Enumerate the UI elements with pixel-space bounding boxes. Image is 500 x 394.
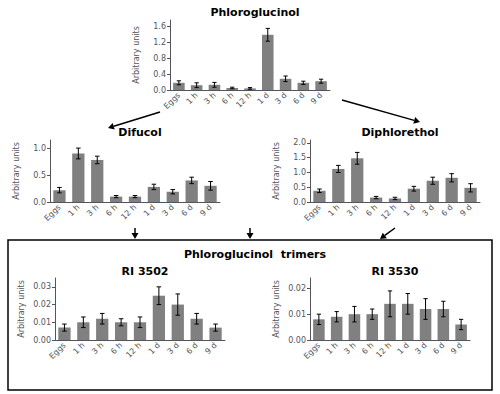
- svg-text:12 h: 12 h: [234, 91, 253, 110]
- svg-text:9 d: 9 d: [309, 91, 324, 106]
- svg-text:12 h: 12 h: [119, 203, 138, 222]
- svg-text:1 d: 1 d: [142, 203, 157, 218]
- svg-text:Phloroglucinol: Phloroglucinol: [210, 6, 299, 19]
- svg-text:Arbitrary units: Arbitrary units: [272, 142, 281, 200]
- svg-text:0.00: 0.00: [288, 336, 306, 345]
- svg-text:6 d: 6 d: [180, 203, 195, 218]
- svg-text:3 d: 3 d: [161, 203, 176, 218]
- svg-text:12 h: 12 h: [374, 341, 393, 360]
- svg-text:6 h: 6 h: [104, 203, 119, 218]
- svg-text:1 h: 1 h: [185, 91, 200, 106]
- svg-text:3 d: 3 d: [421, 203, 436, 218]
- svg-text:0.8: 0.8: [153, 54, 166, 63]
- svg-text:0.03: 0.03: [33, 282, 51, 291]
- svg-text:6 h: 6 h: [109, 341, 124, 356]
- svg-text:6 d: 6 d: [440, 203, 455, 218]
- svg-text:Arbitrary units: Arbitrary units: [17, 280, 26, 338]
- svg-text:Diphlorethol: Diphlorethol: [361, 126, 438, 139]
- svg-text:1 d: 1 d: [402, 203, 417, 218]
- svg-text:1 d: 1 d: [147, 341, 162, 356]
- svg-text:9 d: 9 d: [203, 341, 218, 356]
- svg-text:Difucol: Difucol: [118, 126, 161, 139]
- svg-text:6 h: 6 h: [220, 91, 235, 106]
- svg-text:Eggs: Eggs: [303, 203, 323, 223]
- svg-text:1 h: 1 h: [325, 341, 340, 356]
- svg-text:0.02: 0.02: [288, 284, 306, 293]
- svg-text:0.01: 0.01: [288, 310, 306, 319]
- svg-text:1.2: 1.2: [153, 38, 166, 47]
- svg-text:Arbitrary units: Arbitrary units: [272, 280, 281, 338]
- svg-text:RI 3502: RI 3502: [121, 265, 168, 278]
- svg-text:6 h: 6 h: [360, 341, 375, 356]
- svg-text:0.00: 0.00: [33, 336, 51, 345]
- svg-text:Eggs: Eggs: [43, 203, 63, 223]
- svg-text:0.5: 0.5: [33, 171, 46, 180]
- svg-text:1 d: 1 d: [256, 91, 271, 106]
- svg-text:3 d: 3 d: [413, 341, 428, 356]
- svg-text:12 h: 12 h: [379, 203, 398, 222]
- svg-text:6 h: 6 h: [364, 203, 379, 218]
- svg-text:6 d: 6 d: [291, 91, 306, 106]
- svg-text:Arbitrary units: Arbitrary units: [12, 142, 21, 200]
- svg-text:Arbitrary units: Arbitrary units: [132, 26, 141, 84]
- svg-text:1.0: 1.0: [33, 144, 46, 153]
- svg-text:3 h: 3 h: [345, 203, 360, 218]
- svg-text:1.6: 1.6: [153, 22, 166, 31]
- svg-text:12 h: 12 h: [124, 341, 143, 360]
- svg-text:1 h: 1 h: [71, 341, 86, 356]
- svg-text:0.4: 0.4: [153, 70, 166, 79]
- svg-text:0.0: 0.0: [293, 198, 306, 207]
- svg-text:0.01: 0.01: [33, 318, 51, 327]
- svg-text:6 d: 6 d: [431, 341, 446, 356]
- svg-text:0.5: 0.5: [293, 183, 306, 192]
- svg-text:0.0: 0.0: [33, 198, 46, 207]
- svg-text:0.0: 0.0: [153, 86, 166, 95]
- svg-text:1 h: 1 h: [66, 203, 81, 218]
- svg-text:1.5: 1.5: [293, 153, 306, 162]
- svg-text:1 h: 1 h: [326, 203, 341, 218]
- svg-text:3 h: 3 h: [90, 341, 105, 356]
- svg-text:9 d: 9 d: [198, 203, 213, 218]
- svg-text:2.0: 2.0: [293, 138, 306, 147]
- svg-text:0.02: 0.02: [33, 300, 51, 309]
- svg-text:Phloroglucinol trimers: Phloroglucinol trimers: [184, 248, 327, 261]
- svg-text:Eggs: Eggs: [302, 341, 322, 361]
- svg-text:3 h: 3 h: [85, 203, 100, 218]
- svg-text:RI 3530: RI 3530: [371, 265, 418, 278]
- svg-text:1 d: 1 d: [396, 341, 411, 356]
- svg-text:3 d: 3 d: [273, 91, 288, 106]
- svg-text:9 d: 9 d: [458, 203, 473, 218]
- svg-text:6 d: 6 d: [185, 341, 200, 356]
- svg-text:Eggs: Eggs: [162, 91, 182, 111]
- svg-text:3 d: 3 d: [166, 341, 181, 356]
- svg-text:1.0: 1.0: [293, 168, 306, 177]
- svg-text:Eggs: Eggs: [48, 341, 68, 361]
- svg-text:3 h: 3 h: [202, 91, 217, 106]
- svg-text:3 h: 3 h: [342, 341, 357, 356]
- svg-text:9 d: 9 d: [449, 341, 464, 356]
